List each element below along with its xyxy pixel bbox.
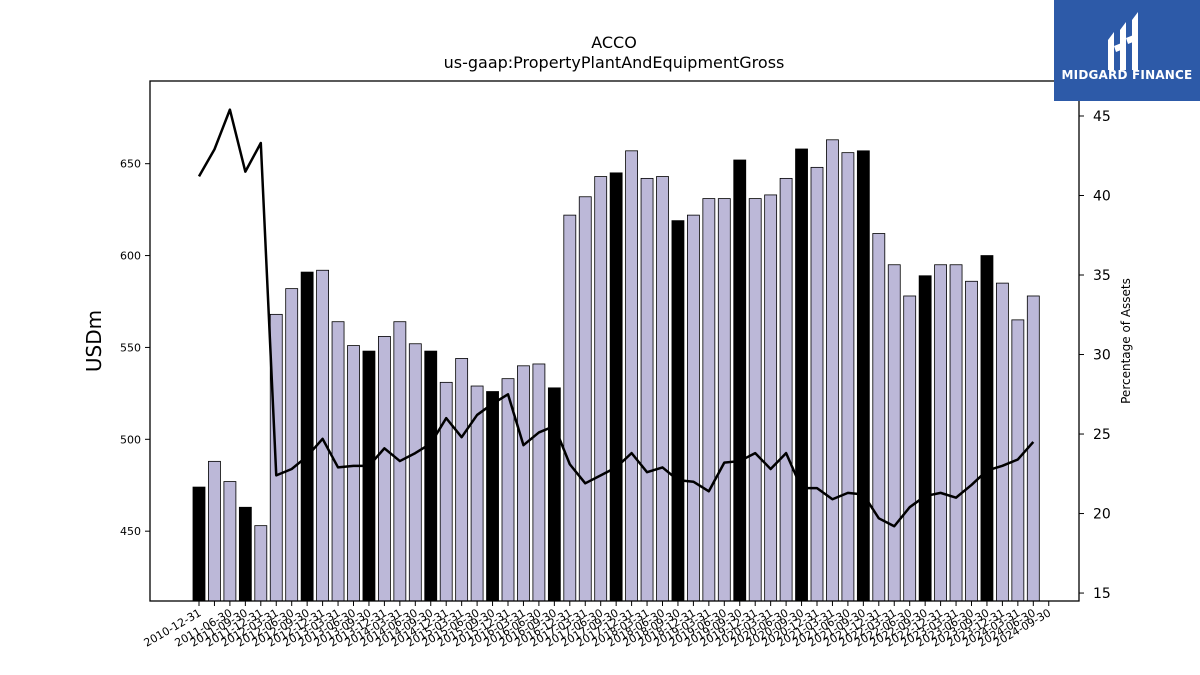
y-axis-label: USDm: [82, 310, 106, 372]
bar: [887, 264, 901, 602]
bar: [764, 194, 778, 602]
y-tick-label: 500: [120, 433, 141, 446]
y2-tick-label: 20: [1093, 507, 1111, 523]
bar: [223, 481, 237, 602]
bar: [486, 391, 499, 602]
bar: [702, 198, 716, 602]
plot-frame: [149, 80, 1080, 602]
bar: [795, 148, 808, 602]
bar: [625, 150, 638, 602]
percentage-line: [197, 108, 1035, 528]
bar: [347, 345, 360, 602]
y-tick-label: 600: [120, 250, 141, 263]
chart-title: ACCO: [591, 33, 637, 52]
bar: [532, 363, 546, 602]
bar: [841, 152, 855, 602]
y2-tick-label: 35: [1093, 268, 1111, 284]
logo-text: MIDGARD FINANCE: [1061, 68, 1193, 82]
bar: [563, 214, 577, 602]
bar: [594, 176, 608, 602]
left-axis: 450 500 550 600 650: [120, 158, 150, 538]
bar: [934, 264, 947, 602]
bar: [547, 387, 561, 602]
y2-tick-label: 25: [1093, 427, 1111, 443]
y2-tick-label: 30: [1093, 348, 1111, 364]
y2-tick-label: 45: [1093, 109, 1111, 125]
bar: [408, 343, 422, 602]
bar: [687, 214, 700, 602]
bar: [671, 220, 685, 602]
bar: [856, 150, 870, 602]
bar: [316, 269, 330, 602]
bar: [810, 166, 824, 602]
y2-tick-label: 40: [1093, 188, 1111, 204]
y-tick-label: 650: [120, 158, 141, 171]
x-axis: 2010-12-312011-06-302011-09-302011-12-31…: [142, 601, 1053, 650]
bar: [424, 350, 438, 602]
bar: [949, 264, 963, 602]
bar: [254, 525, 268, 602]
bar: [918, 275, 932, 602]
bar: [455, 358, 469, 602]
bar: [208, 460, 221, 602]
bar: [748, 198, 762, 602]
bar: [470, 385, 484, 602]
bar: [779, 177, 793, 602]
bar: [965, 280, 978, 602]
bar: [300, 271, 314, 602]
bar: [640, 177, 654, 602]
y2-tick-label: 15: [1093, 586, 1111, 602]
bar: [826, 139, 839, 602]
y-tick-label: 450: [120, 525, 141, 538]
bar: [238, 506, 252, 602]
bar: [903, 295, 917, 602]
bar: [609, 172, 623, 602]
y-tick-label: 550: [120, 341, 141, 354]
bar: [733, 159, 747, 602]
bar: [517, 365, 530, 602]
bar: [578, 196, 592, 602]
bar: [362, 350, 376, 602]
bar: [980, 255, 994, 602]
line-series: [197, 108, 1035, 528]
right-axis: 15 20 25 30 35 40 45: [1079, 109, 1111, 602]
bar: [285, 288, 299, 602]
bar: [717, 198, 731, 602]
bar: [192, 486, 206, 602]
chart-subtitle: us-gaap:PropertyPlantAndEquipmentGross: [444, 53, 785, 72]
bar: [377, 336, 391, 602]
bar-series: [192, 139, 1040, 602]
y2-axis-label: Percentage of Assets: [1119, 278, 1133, 404]
bar: [439, 381, 453, 602]
midgard-finance-logo: MIDGARD FINANCE: [1054, 0, 1200, 101]
logo-mark-icon: [1108, 12, 1138, 70]
bar: [656, 176, 669, 602]
bar: [872, 233, 886, 602]
bar: [996, 282, 1009, 602]
